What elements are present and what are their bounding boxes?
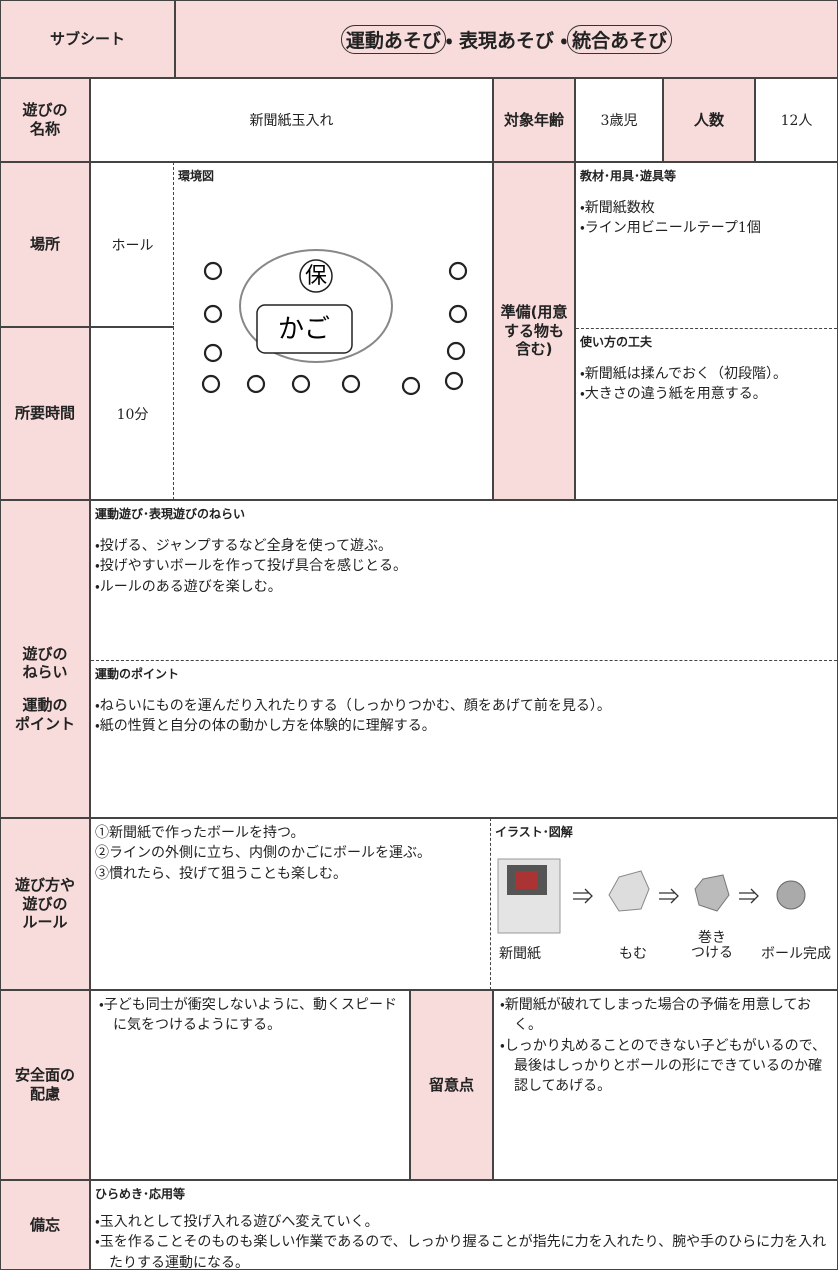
safety-text: ・子ども同士が衝突しないように、動くスピードに気をつけるようにする。 [90, 990, 410, 1180]
illustration-title: イラスト･図解 [495, 825, 573, 839]
title-circled: 統合あそび [567, 24, 673, 54]
memo-title: ひらめき･応用等 [95, 1187, 186, 1201]
place-label: 場所 [0, 162, 90, 327]
title-middle: ・ 表現あそび ・ [445, 29, 568, 52]
item: ・投げる、ジャンプするなど全身を使って遊ぶ。 [95, 538, 392, 554]
step: ③慣れたら、投げて狙うことも楽しむ。 [95, 865, 347, 882]
illustration-drawing [497, 858, 806, 934]
aims-label-2: 運動の ポイント [14, 696, 75, 733]
duration-label: 所要時間 [0, 327, 90, 500]
count-value: 12人 [755, 78, 838, 162]
count-label: 人数 [663, 78, 755, 162]
ideas: 使い方の工夫 ・新聞紙は揉んでおく（初段階）。 ・大きさの違う紙を用意する。 [576, 328, 837, 409]
illustration: イラスト･図解 新聞紙 もむ 巻き つける ボール完成 [490, 818, 838, 990]
notes-label: 留意点 [410, 990, 493, 1180]
caption: 新聞紙 [499, 946, 541, 962]
item: ・新聞紙が破れてしまった場合の予備を用意しておく。 [500, 997, 811, 1034]
safety-label: 安全面の 配慮 [0, 990, 90, 1180]
age-value: 3歳児 [575, 78, 663, 162]
item: ・紙の性質と自分の体の動かし方を体験的に理解する。 [95, 718, 436, 735]
rules-steps: ①新聞紙で作ったボールを持つ。 ②ラインの外側に立ち、内側のかごにボールを運ぶ。… [90, 818, 491, 990]
item: ・しっかり丸めることのできない子どもがいるので、最後はしっかりとボールの形にでき… [500, 1037, 827, 1095]
aims-title: 運動遊び･表現遊びのねらい [95, 507, 246, 521]
item: ・大きさの違う紙を用意する。 [580, 386, 767, 403]
item: ・玉を作ることそのものも楽しい作業であるので、しっかり握ることが指先に力を入れた… [95, 1234, 827, 1270]
ideas-title: 使い方の工夫 [580, 335, 653, 349]
rules-label: 遊び方や 遊びの ルール [0, 818, 90, 990]
step: ①新聞紙で作ったボールを持つ。 [95, 825, 305, 841]
environment-label: 環境図 [178, 169, 215, 183]
item: ・ねらいにものを運んだり入れたりする（しっかりつかむ、顔をあげて前を見る）。 [95, 698, 611, 714]
materials-title: 教材･用具･遊具等 [580, 169, 677, 183]
item: ・玉入れとして投げ入れる遊びへ変えていく。 [95, 1214, 379, 1230]
name-label: 遊びの 名称 [0, 78, 90, 162]
points: 運動のポイント ・ねらいにものを運んだり入れたりする（しっかりつかむ、顔をあげて… [91, 660, 837, 741]
preparation-label: 準備(用意 する物も 含む) [493, 162, 575, 500]
age-label: 対象年齢 [493, 78, 575, 162]
aims-label-1: 遊びの ねらい [22, 644, 68, 682]
memo-label: 備忘 [0, 1180, 90, 1270]
caption: もむ [619, 946, 647, 962]
title-circled: 運動あそび [340, 24, 446, 54]
materials-list: ・新聞紙数枚 ・ライン用ビニールテープ1個 [580, 198, 833, 239]
header-title: 運動あそび ・ 表現あそび ・ 統合あそび [175, 0, 838, 78]
environment-diagram: 保 かご [201, 249, 468, 396]
item: ・投げやすいボールを作って投げ具合を感じとる。 [95, 558, 408, 575]
notes: ・新聞紙が破れてしまった場合の予備を用意しておく。 ・しっかり丸めることのできな… [493, 990, 838, 1180]
memo: ひらめき･応用等 ・玉入れとして投げ入れる遊びへ変えていく。 ・玉を作ることその… [90, 1180, 838, 1270]
name-value: 新聞紙玉入れ [90, 78, 493, 162]
preparation: 教材･用具･遊具等 ・新聞紙数枚 ・ライン用ビニールテープ1個 使い方の工夫 ・… [575, 162, 838, 500]
duration-value: 10分 [90, 327, 174, 500]
basket: かご [278, 315, 330, 345]
item: ・ルールのある遊びを楽しむ。 [95, 578, 282, 595]
caption: ボール完成 [761, 946, 831, 962]
aims: 運動遊び･表現遊びのねらい ・投げる、ジャンプするなど全身を使って遊ぶ。 ・投げ… [90, 500, 838, 818]
aims-label: 遊びの ねらい 運動の ポイント [0, 500, 90, 818]
teacher: 保 [305, 264, 327, 289]
item: ・子ども同士が衝突しないように、動くスピードに気をつけるようにする。 [99, 997, 398, 1034]
item: ・ライン用ビニールテープ1個 [580, 220, 761, 237]
caption: 巻き つける [691, 930, 733, 962]
item: ・新聞紙は揉んでおく（初段階）。 [580, 366, 788, 382]
step: ②ラインの外側に立ち、内側のかごにボールを運ぶ。 [95, 845, 431, 862]
environment: 環境図 保 かご [173, 162, 493, 500]
item: ・新聞紙数枚 [580, 200, 655, 216]
header-label: サブシート [0, 0, 175, 78]
place-value: ホール [90, 162, 174, 327]
points-title: 運動のポイント [95, 667, 180, 681]
